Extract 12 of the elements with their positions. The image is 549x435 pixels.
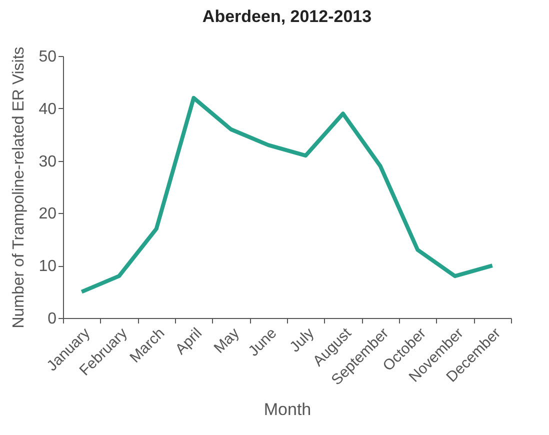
- y-tick-label: 40: [38, 100, 57, 118]
- y-tick-label: 20: [38, 206, 57, 223]
- y-tick-label: 30: [38, 153, 57, 170]
- x-tick-label: July: [286, 324, 318, 356]
- x-tick-label: May: [210, 324, 244, 357]
- chart-title: Aberdeen, 2012-2013: [202, 7, 372, 26]
- y-tick-label: 0: [48, 310, 57, 328]
- x-axis-title: Month: [264, 400, 312, 419]
- line-series: [80, 96, 494, 294]
- y-tick-label: 50: [38, 48, 57, 66]
- y-tick-label: 10: [38, 258, 57, 276]
- y-axis-title: Number of Trampoline-related ER Visits: [10, 46, 28, 328]
